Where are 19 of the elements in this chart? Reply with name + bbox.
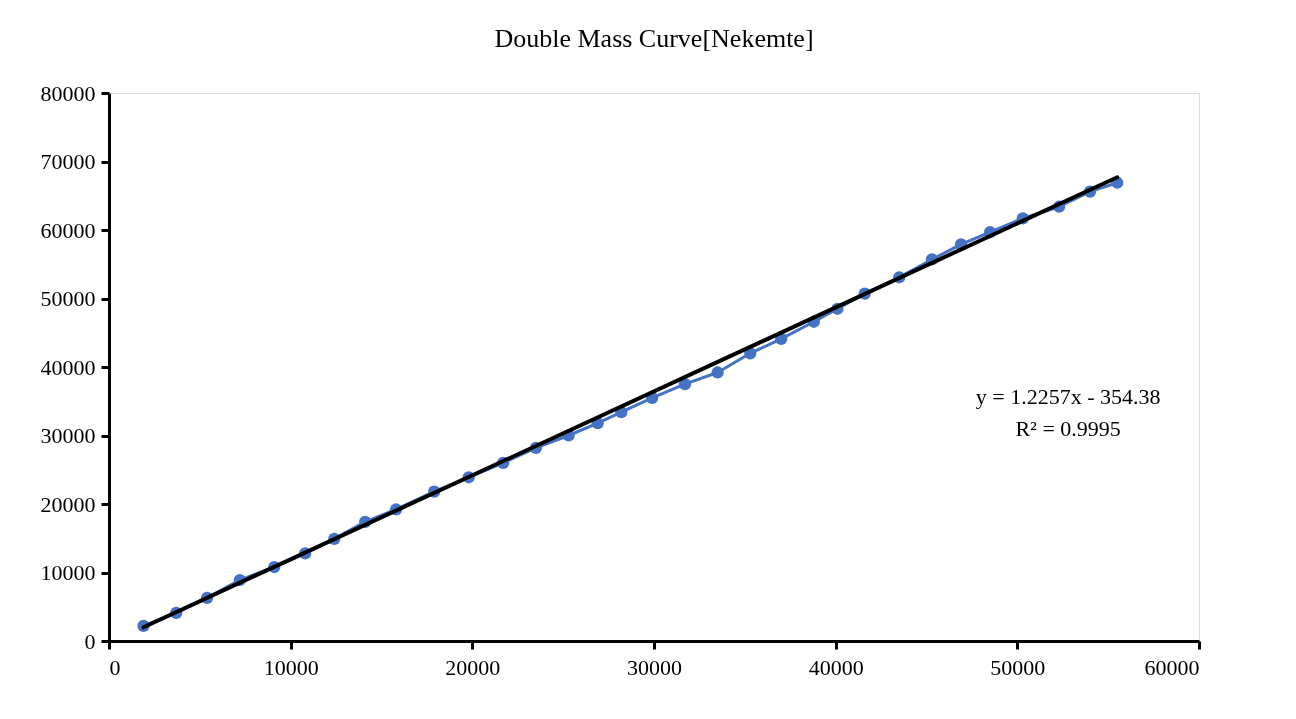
annotation: R² = 0.9995 [1015,416,1121,442]
x-tick-label: 20000 [445,654,501,680]
y-tick-label: 60000 [40,217,96,243]
x-tick-label: 0 [109,654,121,680]
y-tick-label: 10000 [40,560,96,585]
x-tick-label: 50000 [990,654,1046,680]
x-tick-label: 10000 [263,654,319,680]
y-tick-label: 40000 [40,354,96,380]
chart-title: Double Mass Curve[Nekemte] [494,24,814,53]
x-tick-label: 30000 [627,654,682,680]
y-tick-label: 80000 [40,80,96,106]
annotation: y = 1.2257x - 354.38 [975,384,1161,410]
y-tick-label: 0 [84,628,96,654]
x-tick-label: 60000 [1144,654,1200,680]
y-tick-label: 30000 [40,423,96,448]
y-tick-label: 70000 [40,149,96,174]
y-tick-label: 20000 [40,491,96,517]
y-tick-label: 50000 [40,286,96,311]
x-tick-label: 40000 [808,654,864,680]
